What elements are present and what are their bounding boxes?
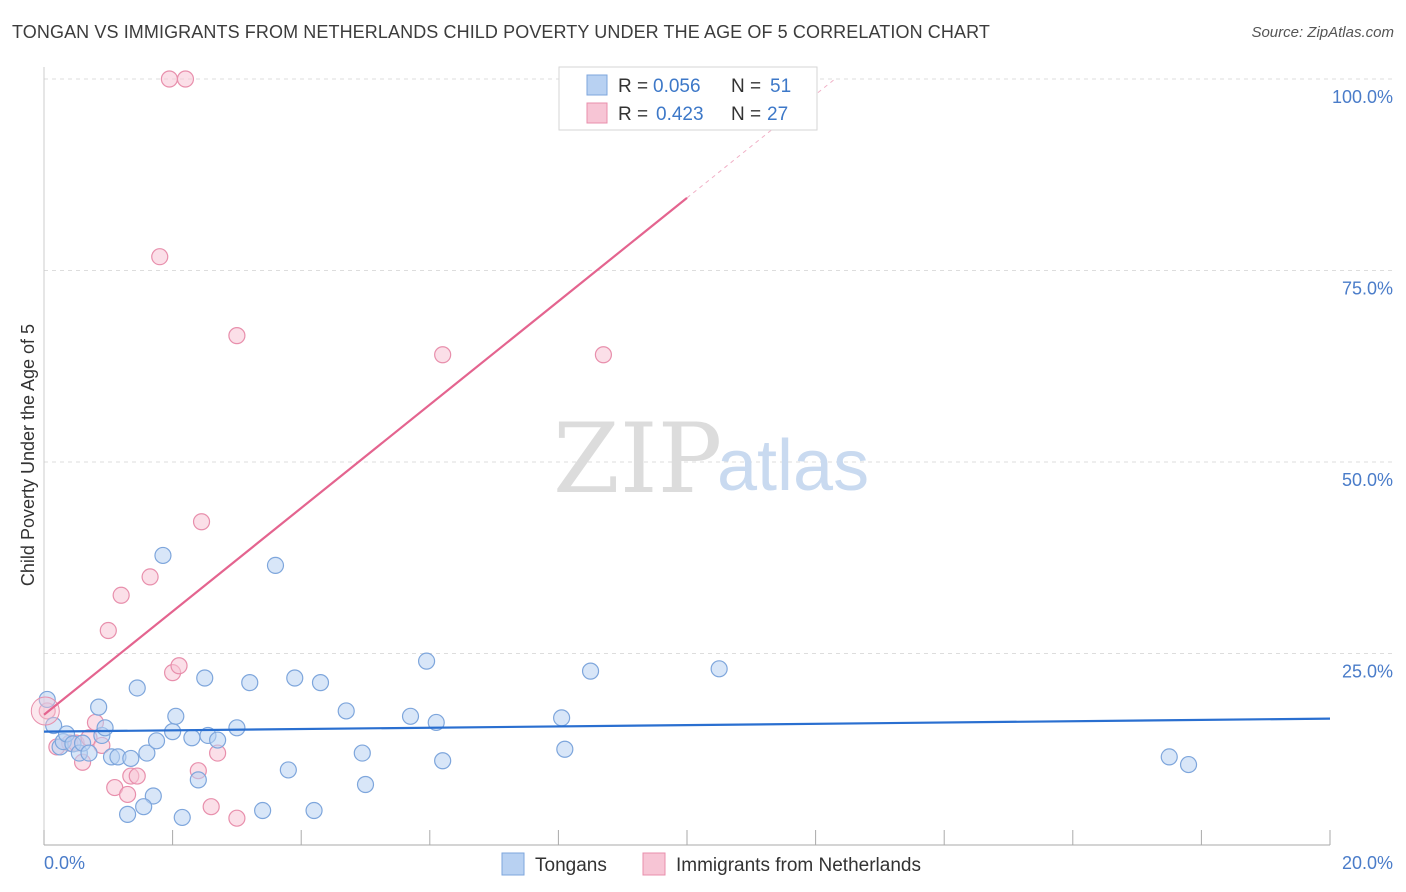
netherlands-point-11 bbox=[118, 785, 137, 804]
legend-r-value-netherlands: 0.423 bbox=[656, 104, 704, 125]
bottom-legend-swatch-netherlands bbox=[642, 852, 666, 876]
tongans-point-38 bbox=[356, 775, 375, 794]
netherlands-point-16 bbox=[160, 70, 178, 88]
netherlands-point-19 bbox=[170, 657, 188, 675]
watermark-atlas: atlas bbox=[717, 426, 869, 506]
netherlands-point-13 bbox=[128, 767, 146, 785]
y-tick-label-1: 50.0% bbox=[1342, 470, 1393, 490]
bottom-legend-label-tongans: Tongans bbox=[535, 855, 607, 876]
legend-bottom: Tongans Immigrants from Netherlands bbox=[501, 852, 921, 876]
tongans-point-28 bbox=[228, 719, 246, 737]
y-tick-label-2: 75.0% bbox=[1342, 279, 1393, 299]
tongans-point-43 bbox=[553, 709, 571, 727]
tongans-point-19 bbox=[154, 546, 172, 565]
series-netherlands-points bbox=[38, 70, 613, 827]
tongans-point-29 bbox=[241, 674, 259, 692]
tongans-point-48 bbox=[135, 798, 153, 816]
legend-swatch-tongans bbox=[586, 74, 608, 96]
trend-line-netherlands bbox=[43, 197, 688, 716]
tongans-point-1 bbox=[45, 716, 63, 735]
y-axis-label: Child Poverty Under the Age of 5 bbox=[18, 324, 38, 586]
tongans-point-42 bbox=[434, 752, 452, 770]
netherlands-point-15 bbox=[151, 248, 169, 266]
netherlands-point-24 bbox=[228, 327, 246, 345]
tongans-point-32 bbox=[279, 761, 297, 779]
x-tick-label-min: 0.0% bbox=[44, 853, 85, 873]
netherlands-point-14 bbox=[141, 568, 159, 586]
x-tick-label-max: 20.0% bbox=[1342, 853, 1393, 873]
tongans-point-18 bbox=[147, 732, 166, 750]
tongans-point-33 bbox=[286, 669, 304, 687]
legend-r-label-netherlands: R = bbox=[618, 104, 648, 125]
netherlands-point-17 bbox=[176, 70, 195, 88]
tongans-point-22 bbox=[173, 808, 191, 827]
netherlands-point-25 bbox=[228, 809, 246, 827]
netherlands-point-22 bbox=[202, 798, 220, 816]
tongans-point-24 bbox=[189, 771, 207, 789]
tongans-point-49 bbox=[1160, 748, 1178, 766]
tongans-point-35 bbox=[311, 674, 330, 692]
tongans-point-9 bbox=[90, 698, 108, 716]
netherlands-point-26 bbox=[434, 346, 452, 364]
trend-line-tongans bbox=[43, 717, 1331, 733]
legend-top: R = 0.056 N = 51 R = 0.423 N = 27 bbox=[558, 66, 818, 131]
source-label: Source: ZipAtlas.com bbox=[1251, 24, 1394, 41]
netherlands-point-21 bbox=[192, 513, 211, 531]
legend-r-value-tongans: 0.056 bbox=[653, 76, 701, 97]
bottom-legend-swatch-tongans bbox=[501, 852, 525, 876]
tongans-point-30 bbox=[254, 801, 272, 820]
tongans-point-40 bbox=[417, 652, 436, 670]
watermark: ZIP atlas bbox=[553, 403, 869, 515]
netherlands-point-27 bbox=[594, 346, 613, 364]
y-tick-label-3: 100.0% bbox=[1332, 87, 1393, 107]
y-tick-labels: 25.0% 50.0% 75.0% 100.0% bbox=[1332, 87, 1393, 682]
tongans-point-45 bbox=[581, 662, 600, 680]
tongans-point-8 bbox=[80, 744, 98, 762]
watermark-zip: ZIP bbox=[553, 403, 722, 515]
netherlands-cluster-point bbox=[30, 696, 60, 726]
netherlands-point-10 bbox=[112, 586, 130, 604]
tongans-point-20 bbox=[164, 723, 182, 741]
tongans-point-14 bbox=[122, 749, 140, 768]
legend-r-label-tongans: R = bbox=[618, 76, 648, 97]
tongans-point-25 bbox=[196, 669, 214, 687]
bottom-legend-label-netherlands: Immigrants from Netherlands bbox=[676, 855, 921, 876]
tongans-point-15 bbox=[128, 679, 146, 697]
tongans-point-31 bbox=[266, 556, 285, 575]
legend-swatch-netherlands bbox=[586, 102, 608, 124]
chart-title: TONGAN VS IMMIGRANTS FROM NETHERLANDS CH… bbox=[12, 22, 990, 42]
netherlands-point-8 bbox=[99, 621, 117, 640]
tongans-point-21 bbox=[167, 707, 185, 725]
legend-n-value-netherlands: 27 bbox=[767, 104, 788, 125]
tongans-point-16 bbox=[138, 744, 156, 762]
tongans-point-11 bbox=[96, 719, 114, 737]
tongans-point-36 bbox=[337, 702, 355, 720]
legend-n-label-tongans: N = bbox=[731, 76, 761, 97]
tongans-point-47 bbox=[118, 805, 137, 823]
tongans-point-37 bbox=[353, 744, 371, 762]
y-tick-label-0: 25.0% bbox=[1342, 662, 1393, 682]
trend-lines bbox=[43, 78, 1331, 733]
tongans-point-44 bbox=[556, 740, 574, 758]
tongans-point-34 bbox=[305, 801, 323, 820]
legend-n-label-netherlands: N = bbox=[731, 104, 761, 125]
tongans-point-41 bbox=[427, 713, 445, 732]
tongans-point-27 bbox=[209, 731, 227, 749]
tongans-point-50 bbox=[1179, 755, 1198, 774]
tongans-point-46 bbox=[710, 660, 728, 678]
tongans-point-23 bbox=[183, 729, 201, 747]
tongans-point-0 bbox=[38, 690, 56, 709]
gridlines bbox=[44, 78, 1393, 654]
series-tongans-points bbox=[30, 546, 1198, 827]
legend-n-value-tongans: 51 bbox=[770, 76, 791, 97]
tongans-point-39 bbox=[401, 707, 420, 725]
tongans-point-17 bbox=[144, 787, 162, 805]
